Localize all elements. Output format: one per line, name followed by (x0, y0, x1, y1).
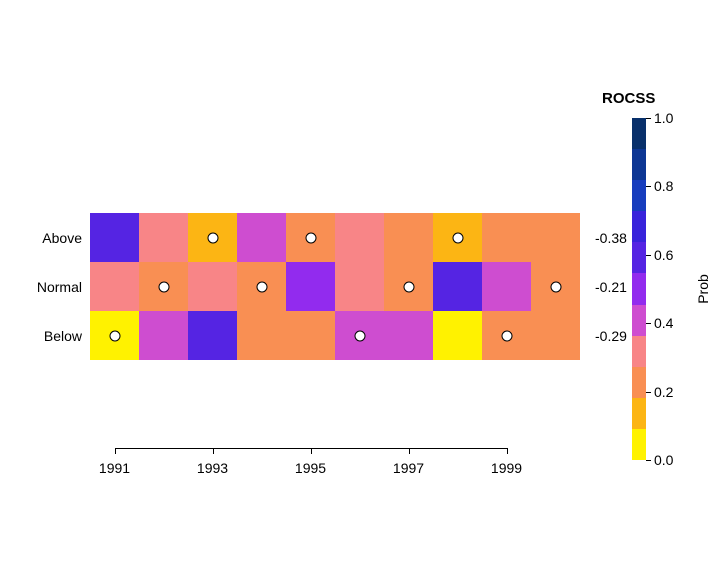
heatmap-cell (286, 213, 335, 262)
heatmap-cell (335, 213, 384, 262)
observation-dot (452, 232, 463, 243)
observation-dot (501, 330, 512, 341)
heatmap-cell (531, 262, 580, 311)
right-row-value: -0.21 (595, 279, 627, 295)
colorbar-tick-label: 0.6 (654, 247, 673, 263)
heatmap-cell (139, 311, 188, 360)
heatmap-cell (188, 262, 237, 311)
x-axis-label: 1995 (295, 460, 326, 476)
colorbar-tick (646, 186, 651, 187)
x-axis-tick (213, 448, 214, 454)
x-axis-label: 1993 (197, 460, 228, 476)
heatmap-cell (139, 213, 188, 262)
colorbar-tick (646, 118, 651, 119)
colorbar-tick (646, 323, 651, 324)
x-axis-tick (507, 448, 508, 454)
colorbar-swatch (632, 180, 646, 211)
colorbar-tick-label: 0.0 (654, 452, 673, 468)
x-axis-label: 1991 (99, 460, 130, 476)
heatmap-cell (237, 213, 286, 262)
x-axis-tick (115, 448, 116, 454)
heatmap-grid (90, 213, 580, 360)
x-axis-label: 1997 (393, 460, 424, 476)
colorbar-swatch (632, 273, 646, 304)
heatmap-cell (384, 262, 433, 311)
heatmap-cell (531, 311, 580, 360)
y-axis-label: Above (42, 230, 82, 246)
heatmap-cell (384, 213, 433, 262)
x-axis-tick (409, 448, 410, 454)
heatmap-cell (531, 213, 580, 262)
heatmap-cell (384, 311, 433, 360)
observation-dot (158, 281, 169, 292)
heatmap-cell (90, 213, 139, 262)
observation-dot (403, 281, 414, 292)
observation-dot (109, 330, 120, 341)
colorbar-swatch (632, 211, 646, 242)
heatmap-cell (482, 311, 531, 360)
heatmap-cell (433, 262, 482, 311)
colorbar-tick-label: 0.2 (654, 384, 673, 400)
heatmap-cell (335, 311, 384, 360)
chart-stage: Above Normal Below -0.38 -0.21 -0.29 1991 199… (0, 0, 713, 583)
colorbar-tick (646, 255, 651, 256)
colorbar-tick (646, 460, 651, 461)
legend-title: ROCSS (602, 90, 655, 107)
observation-dot (207, 232, 218, 243)
colorbar-tick-label: 0.8 (654, 178, 673, 194)
heatmap-cell (286, 311, 335, 360)
colorbar-axis-title: Prob (695, 274, 711, 304)
heatmap-cell (237, 311, 286, 360)
heatmap-cell (139, 262, 188, 311)
colorbar-swatch (632, 242, 646, 273)
colorbar-tick-label: 0.4 (654, 315, 673, 331)
observation-dot (305, 232, 316, 243)
observation-dot (550, 281, 561, 292)
heatmap-cell (188, 213, 237, 262)
colorbar-swatch (632, 429, 646, 460)
colorbar (632, 118, 646, 460)
heatmap-cell (90, 262, 139, 311)
x-axis-label: 1999 (491, 460, 522, 476)
heatmap-cell (433, 311, 482, 360)
heatmap-cell (482, 213, 531, 262)
right-row-value: -0.29 (595, 328, 627, 344)
y-axis-label: Below (44, 328, 82, 344)
heatmap-cell (237, 262, 286, 311)
y-axis-label: Normal (37, 279, 82, 295)
colorbar-swatch (632, 118, 646, 149)
colorbar-swatch (632, 398, 646, 429)
x-axis-tick (311, 448, 312, 454)
observation-dot (256, 281, 267, 292)
colorbar-swatch (632, 305, 646, 336)
heatmap-cell (286, 262, 335, 311)
heatmap-cell (335, 262, 384, 311)
colorbar-swatch (632, 336, 646, 367)
colorbar-tick-label: 1.0 (654, 110, 673, 126)
colorbar-swatch (632, 367, 646, 398)
heatmap-cell (433, 213, 482, 262)
heatmap-cell (188, 311, 237, 360)
right-row-value: -0.38 (595, 230, 627, 246)
heatmap-cell (90, 311, 139, 360)
colorbar-tick (646, 392, 651, 393)
observation-dot (354, 330, 365, 341)
heatmap-cell (482, 262, 531, 311)
colorbar-swatch (632, 149, 646, 180)
